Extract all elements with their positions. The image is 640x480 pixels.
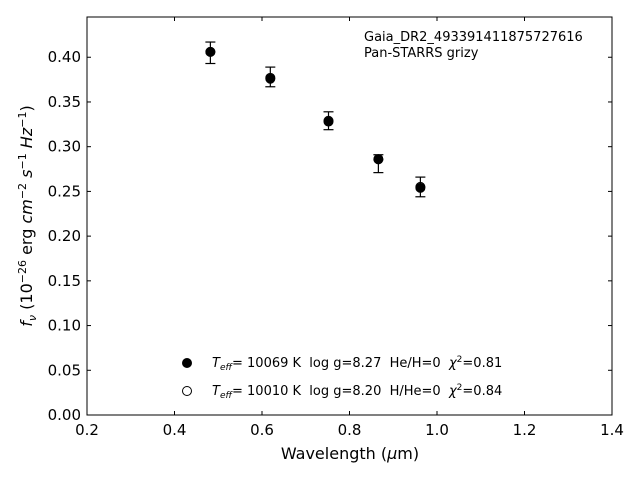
y-tick-label: 0.40	[48, 48, 81, 66]
x-tick-label: 1.4	[600, 421, 624, 439]
data-point-open	[205, 46, 216, 57]
x-tick-label: 0.6	[250, 421, 274, 439]
annotation-source-id: Gaia_DR2_493391411875727616	[364, 30, 583, 45]
x-tick-label: 1.0	[425, 421, 449, 439]
legend-marker-filled	[182, 358, 192, 368]
axis-ticks	[86, 17, 613, 416]
legend: Teff= 10069 K log g=8.27 He/H=0 χ2=0.81 …	[182, 355, 502, 401]
data-point-open	[373, 154, 384, 165]
data-point-open	[415, 181, 426, 192]
y-tick-label: 0.00	[48, 406, 81, 424]
annotation-survey: Pan-STARRS grizy	[364, 46, 479, 61]
x-tick-label: 0.2	[75, 421, 99, 439]
data-point-open	[265, 72, 276, 83]
x-tick-label: 0.8	[338, 421, 362, 439]
y-tick-label: 0.05	[48, 361, 81, 379]
x-tick-label: 0.4	[163, 421, 187, 439]
data-points	[205, 46, 426, 193]
y-tick-label: 0.20	[48, 227, 81, 245]
x-axis-title: Wavelength (μm)	[281, 444, 419, 463]
y-tick-label: 0.35	[48, 93, 81, 111]
legend-entry-2: Teff= 10010 K log g=8.20 H/He=0 χ2=0.84	[212, 383, 502, 401]
tick-labels: 0.2 0.4 0.6 0.8 1.0 1.2 1.4 0.00 0.05 0.10 0.15 0.2…	[48, 48, 624, 439]
y-tick-label: 0.25	[48, 182, 81, 200]
x-tick-label: 1.2	[513, 421, 537, 439]
legend-marker-open	[182, 386, 192, 396]
y-tick-label: 0.15	[48, 272, 81, 290]
legend-entry-1: Teff= 10069 K log g=8.27 He/H=0 χ2=0.81	[212, 355, 502, 373]
y-tick-label: 0.30	[48, 138, 81, 156]
y-axis-title: fν (10−26 erg cm−2 s−1 Hz−1)	[16, 105, 39, 326]
data-point-open	[323, 115, 334, 126]
y-tick-label: 0.10	[48, 317, 81, 335]
